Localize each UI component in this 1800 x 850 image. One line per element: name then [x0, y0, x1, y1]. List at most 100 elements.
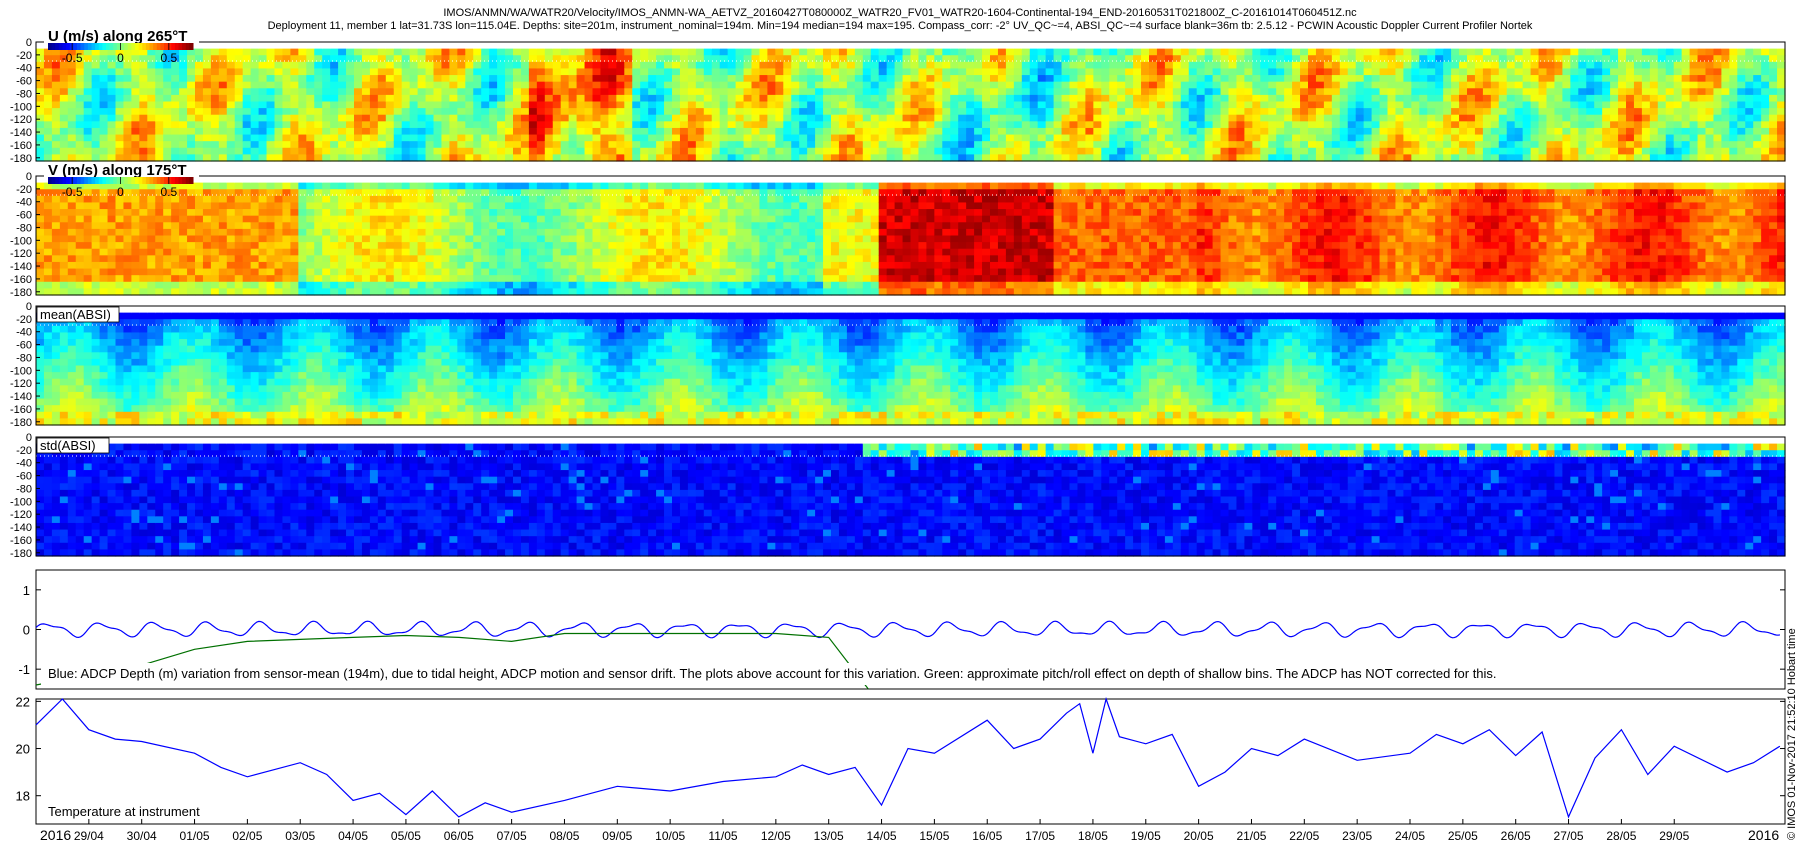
heatmap-cell	[1323, 101, 1333, 109]
heatmap-cell	[91, 68, 101, 76]
heatmap-cell	[155, 209, 164, 217]
heatmap-cell	[1069, 61, 1079, 70]
heatmap-cell	[1037, 48, 1047, 56]
heatmap-cell	[695, 141, 705, 149]
heatmap-cell	[505, 68, 514, 76]
heatmap-cell	[1315, 154, 1325, 162]
heatmap-cell	[1125, 61, 1134, 70]
heatmap-cell	[1506, 94, 1516, 103]
heatmap-cell	[306, 255, 315, 263]
heatmap-cell	[640, 154, 649, 162]
heatmap-cell	[1490, 101, 1500, 109]
heatmap-cell	[513, 141, 522, 149]
heatmap-cell	[536, 61, 546, 70]
heatmap-cell	[346, 222, 355, 230]
heatmap-cell	[115, 121, 125, 129]
heatmap-cell	[59, 235, 69, 243]
heatmap-cell	[1021, 121, 1031, 129]
heatmap-cell	[703, 55, 713, 63]
heatmap-cell	[1467, 94, 1476, 103]
heatmap-cell	[417, 127, 427, 136]
heatmap-cell	[974, 114, 983, 122]
heatmap-cell	[1490, 55, 1500, 63]
heatmap-cell	[195, 228, 204, 237]
heatmap-cell	[195, 154, 204, 162]
heatmap-cell	[656, 94, 665, 103]
heatmap-cell	[783, 114, 792, 122]
heatmap-cell	[1172, 121, 1182, 129]
heatmap-cell	[195, 127, 204, 136]
heatmap-cell	[497, 42, 506, 50]
heatmap-cell	[1467, 101, 1476, 109]
heatmap-cell	[330, 121, 339, 129]
heatmap-cell	[123, 141, 132, 149]
heatmap-cell	[544, 81, 554, 89]
heatmap-cell	[155, 182, 164, 190]
heatmap-cell	[727, 108, 737, 116]
heatmap-cell	[815, 68, 824, 76]
heatmap-cell	[1451, 81, 1460, 89]
heatmap-cell	[672, 101, 681, 109]
heatmap-cell	[711, 75, 721, 83]
heatmap-cell	[1005, 75, 1015, 83]
heatmap-cell	[497, 81, 506, 89]
heatmap-cell	[290, 68, 299, 76]
heatmap-cell	[354, 88, 363, 96]
heatmap-cell	[1403, 42, 1412, 50]
heatmap-cell	[854, 48, 864, 56]
heatmap-cell	[1005, 141, 1015, 149]
heatmap-cell	[298, 42, 307, 50]
heatmap-cell	[226, 202, 236, 210]
heatmap-cell	[401, 61, 411, 70]
heatmap-cell	[1045, 147, 1055, 155]
heatmap-cell	[1308, 61, 1317, 70]
heatmap-cell	[433, 55, 443, 63]
heatmap-cell	[608, 108, 617, 116]
heatmap-cell	[1172, 94, 1182, 103]
heatmap-cell	[926, 108, 935, 116]
heatmap-cell	[926, 114, 935, 122]
heatmap-cell	[449, 88, 458, 96]
heatmap-cell	[1570, 147, 1579, 155]
heatmap-cell	[775, 147, 784, 155]
heatmap-cell	[123, 101, 132, 109]
heatmap-cell	[123, 215, 132, 223]
heatmap-cell	[854, 75, 864, 83]
heatmap-cell	[1649, 61, 1659, 70]
heatmap-cell	[36, 209, 45, 217]
heatmap-cell	[417, 176, 427, 184]
heatmap-cell	[918, 48, 927, 56]
heatmap-cell	[1578, 75, 1587, 83]
heatmap-cell	[258, 55, 268, 63]
heatmap-cell	[433, 61, 443, 70]
heatmap-cell	[1149, 81, 1158, 89]
heatmap-cell	[385, 222, 395, 230]
heatmap-cell	[990, 101, 999, 109]
heatmap-cell	[115, 189, 125, 197]
heatmap-cell	[1753, 48, 1762, 56]
heatmap-cell	[171, 61, 180, 70]
heatmap-cell	[36, 248, 45, 256]
heatmap-cell	[982, 114, 991, 122]
heatmap-cell	[982, 61, 991, 70]
heatmap-cell	[234, 134, 244, 142]
heatmap-cell	[608, 147, 617, 155]
heatmap-cell	[290, 48, 299, 56]
heatmap-cell	[75, 202, 85, 210]
heatmap-cell	[51, 215, 61, 223]
heatmap-cell	[1204, 114, 1214, 122]
heatmap-cell	[1045, 88, 1055, 96]
heatmap-cell	[75, 182, 85, 190]
heatmap-cell	[632, 134, 641, 142]
heatmap-cell	[210, 48, 220, 56]
heatmap-cell	[966, 88, 975, 96]
heatmap-cell	[807, 55, 816, 63]
heatmap-cell	[171, 108, 180, 116]
heatmap-cell	[195, 147, 204, 155]
heatmap-cell	[870, 68, 880, 76]
heatmap-cell	[369, 215, 379, 223]
heatmap-cell	[1085, 81, 1094, 89]
heatmap-cell	[354, 108, 363, 116]
heatmap-cell	[385, 255, 395, 263]
heatmap-cell	[1562, 114, 1571, 122]
